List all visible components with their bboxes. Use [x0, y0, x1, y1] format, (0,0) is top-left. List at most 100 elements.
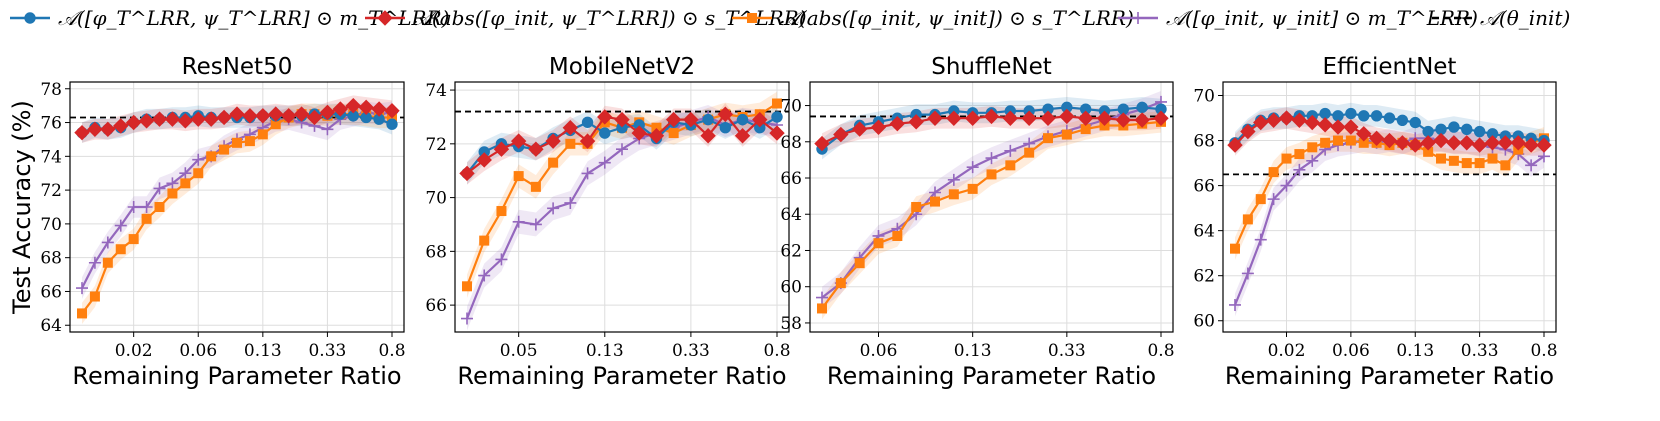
x-axis: 0.05 0.13 0.33 0.8: [500, 332, 791, 361]
data-point: [1497, 135, 1514, 151]
data-point: [345, 97, 361, 114]
data-point: [306, 109, 323, 126]
data-point: [930, 196, 940, 207]
data-point: [964, 110, 981, 126]
data-point: [614, 111, 630, 128]
data-point: [1278, 110, 1295, 126]
data-point: [1134, 112, 1150, 128]
data-point: [717, 106, 734, 122]
chart-title: ResNet50: [182, 54, 293, 80]
data-point: [927, 110, 943, 126]
data-point: [772, 98, 782, 109]
data-point: [1473, 125, 1486, 138]
x-tick-label: 0.8: [1147, 341, 1174, 361]
data-point: [598, 156, 611, 169]
data-point: [332, 101, 349, 117]
data-point: [1474, 158, 1485, 169]
confidence-bands: [82, 95, 392, 324]
data-point: [565, 138, 576, 149]
y-tick-label: 70: [40, 215, 62, 235]
data-point: [548, 157, 559, 168]
data-point: [179, 167, 192, 180]
x-axis-label: Remaining Parameter Ratio: [457, 362, 786, 390]
data-point: [384, 103, 400, 119]
data-point: [1409, 116, 1421, 129]
data-point: [180, 178, 191, 189]
data-point: [814, 135, 830, 152]
legend: 𝒜([φ_T^LRR, ψ_T^LRR] ⊙ m_T^LRR)𝒜(abs([φ_…: [10, 6, 1570, 30]
data-point: [562, 119, 579, 136]
y-tick-label: 72: [425, 135, 447, 155]
band-s3: [822, 111, 1161, 320]
data-point: [736, 113, 749, 126]
data-point: [911, 202, 922, 212]
data-point: [1253, 114, 1269, 131]
data-point: [929, 186, 941, 199]
data-point: [1330, 119, 1346, 135]
data-point: [1077, 110, 1094, 126]
band-s4: [1235, 126, 1544, 317]
y-tick-label: 70: [1193, 87, 1215, 107]
chart-panel-4: 60 62 64 66 68 70 0.02 0.06 0.13 0.33 0.8 Efficient…: [1193, 54, 1557, 390]
data-point: [1080, 124, 1091, 135]
data-point: [495, 253, 508, 266]
data-point: [1024, 147, 1035, 158]
data-point: [1356, 126, 1372, 142]
data-point: [668, 128, 679, 139]
data-point: [946, 110, 962, 126]
y-tick-label: 74: [40, 147, 62, 167]
data-point: [496, 206, 507, 217]
data-point: [1096, 110, 1113, 126]
data-point: [1040, 110, 1056, 126]
data-point: [77, 308, 87, 319]
data-point: [833, 126, 849, 143]
data-point: [371, 101, 387, 117]
data-point: [1230, 243, 1240, 254]
data-point: [547, 202, 560, 215]
data-point: [908, 114, 924, 130]
data-point: [244, 136, 255, 147]
data-point: [1242, 214, 1253, 225]
data-point: [479, 235, 490, 246]
data-point: [293, 106, 310, 122]
data-point: [140, 201, 153, 213]
data-point: [1358, 137, 1369, 148]
y-tick-label: 66: [1193, 177, 1215, 197]
data-point: [190, 111, 206, 127]
y-tick-label: 66: [780, 169, 802, 189]
data-point: [734, 128, 751, 144]
y-tick-label: 64: [40, 316, 62, 336]
series-s2: [459, 106, 785, 182]
data-point: [1306, 154, 1319, 167]
y-tick-label: 70: [425, 189, 447, 209]
data-point: [530, 181, 541, 192]
y-axis: 60 62 64 66 68 70: [1193, 87, 1223, 332]
data-point: [1002, 110, 1019, 126]
data-point: [89, 291, 100, 302]
x-tick-label: 0.13: [244, 341, 282, 361]
data-point: [87, 121, 103, 138]
data-point: [128, 234, 139, 245]
x-tick-label: 0.13: [586, 341, 624, 361]
chart-title: EfficientNet: [1323, 54, 1457, 80]
data-point: [1265, 112, 1282, 128]
data-point: [1523, 137, 1539, 153]
y-tick-label: 66: [425, 296, 447, 316]
data-point: [1307, 142, 1318, 153]
x-tick-label: 0.05: [500, 341, 538, 361]
data-point: [1420, 135, 1436, 151]
y-tick-label: 60: [1193, 312, 1215, 332]
legend-item-s3: 𝒜(abs([φ_init, ψ_init]) ⊙ s_T^LRR): [732, 6, 1134, 30]
data-point: [835, 278, 846, 289]
y-tick-label: 68: [425, 242, 447, 262]
data-point: [1291, 112, 1308, 128]
data-point: [1240, 123, 1256, 140]
axes-frame: [1222, 81, 1557, 333]
legend-item-s4: 𝒜([φ_init, ψ_init] ⊙ m_T^LRR): [1118, 6, 1478, 30]
data-point: [1304, 114, 1320, 131]
data-point: [100, 121, 116, 138]
data-point: [1293, 163, 1306, 176]
data-point: [581, 167, 594, 180]
x-axis: 0.06 0.13 0.33 0.8: [860, 332, 1175, 361]
data-point: [892, 230, 903, 241]
